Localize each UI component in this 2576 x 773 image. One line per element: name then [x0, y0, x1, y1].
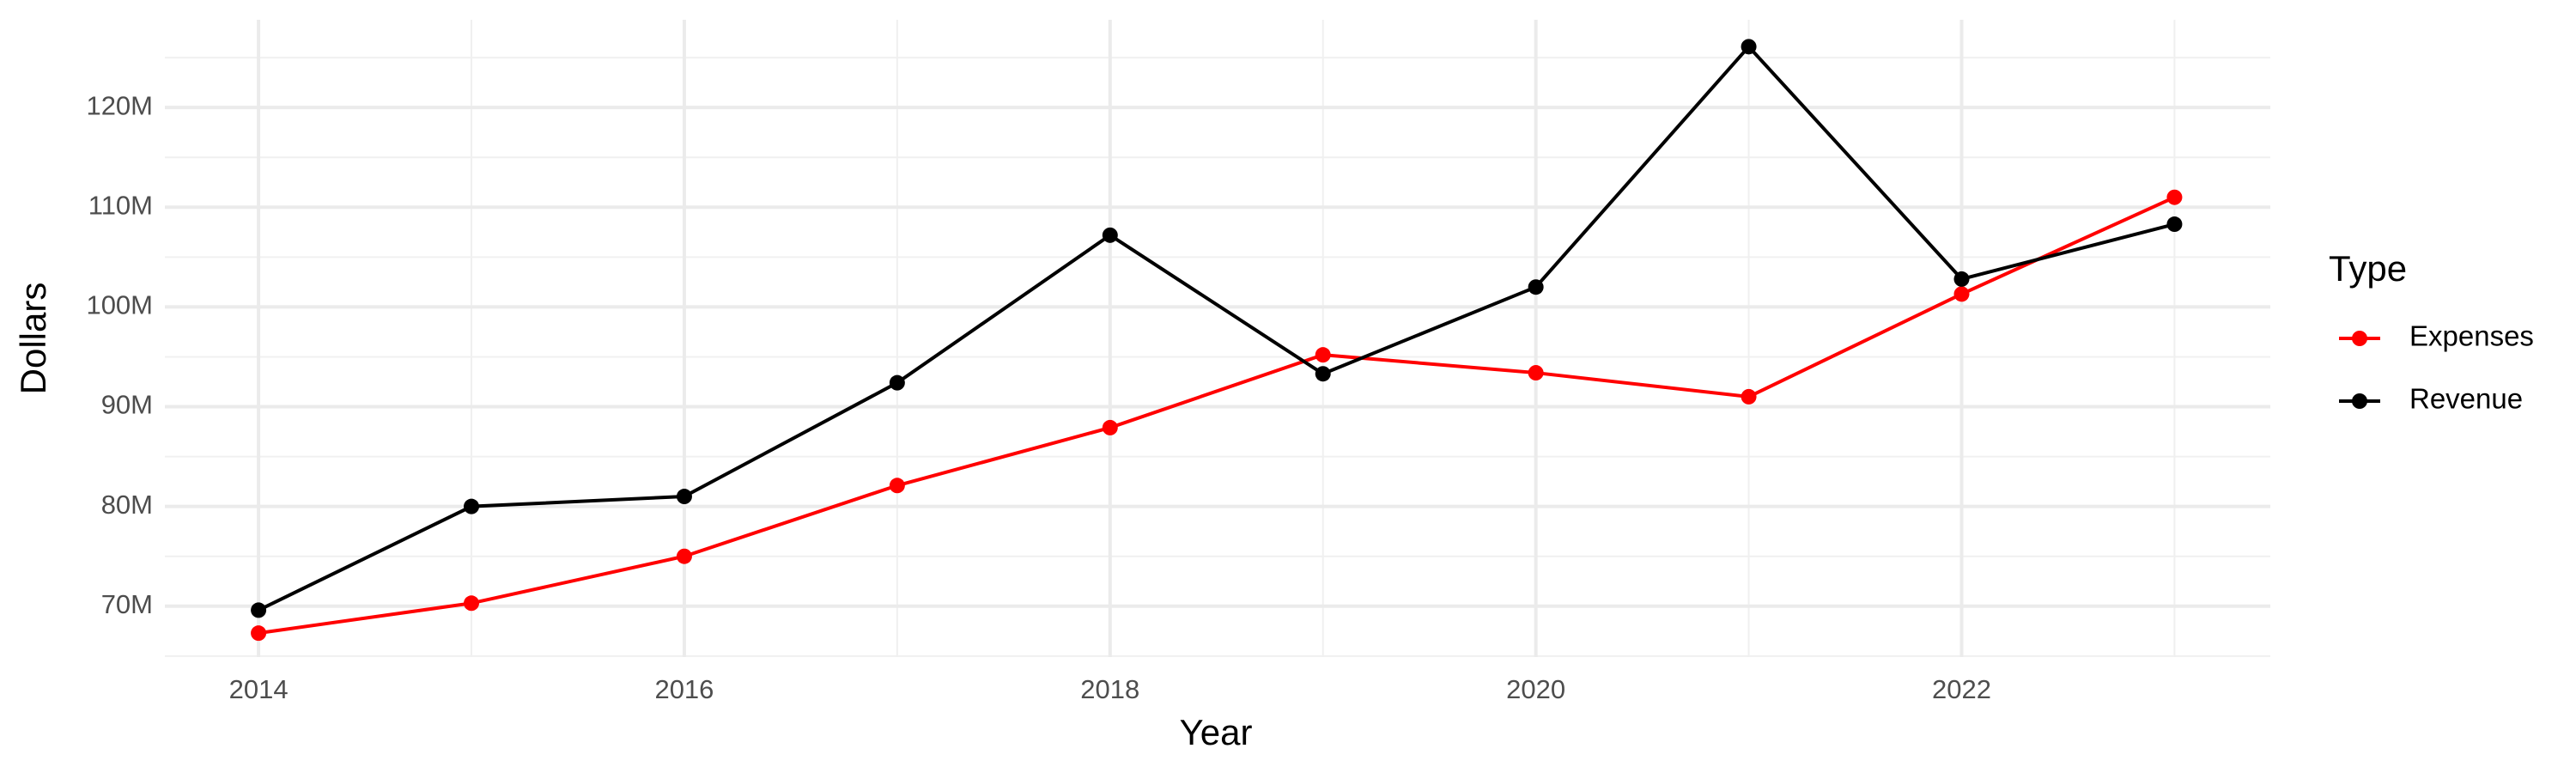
data-point — [1315, 347, 1331, 363]
data-point — [251, 602, 267, 618]
series-line — [258, 195, 2176, 636]
y-tick-label: 110M — [88, 190, 153, 220]
data-point — [1741, 388, 1757, 405]
x-tick-label: 2022 — [1932, 674, 1991, 704]
legend-label: Revenue — [2409, 383, 2523, 415]
y-tick-label: 90M — [101, 390, 153, 420]
data-point — [1528, 365, 1544, 381]
x-tick-label: 2016 — [654, 674, 714, 704]
y-tick-label: 100M — [86, 290, 153, 320]
data-point — [1102, 419, 1118, 435]
data-point — [251, 625, 267, 642]
legend-label: Expenses — [2409, 320, 2534, 352]
data-point — [464, 595, 480, 612]
data-point — [464, 498, 480, 514]
legend-key-point — [2352, 331, 2367, 346]
data-point — [1953, 271, 1970, 287]
data-point — [676, 489, 692, 505]
data-point — [676, 548, 692, 564]
data-point — [889, 374, 905, 391]
series-line — [258, 44, 2175, 612]
y-axis-title: Dollars — [13, 283, 53, 395]
legend-title: Type — [2329, 248, 2407, 289]
y-tick-label: 80M — [101, 490, 153, 520]
data-point — [2166, 216, 2183, 233]
data-point — [1953, 286, 1970, 302]
data-point — [1102, 227, 1118, 243]
y-tick-label: 120M — [86, 90, 153, 120]
data-point — [1741, 39, 1757, 55]
y-tick-label: 70M — [101, 589, 153, 619]
x-tick-label: 2018 — [1080, 674, 1139, 704]
data-point — [889, 478, 905, 494]
data-point — [2166, 189, 2183, 205]
x-tick-label: 2020 — [1506, 674, 1565, 704]
data-point — [1528, 279, 1544, 295]
x-tick-label: 2014 — [229, 674, 289, 704]
data-point — [1315, 366, 1331, 382]
x-axis-title: Year — [1180, 712, 1253, 752]
legend-key-point — [2352, 393, 2367, 409]
